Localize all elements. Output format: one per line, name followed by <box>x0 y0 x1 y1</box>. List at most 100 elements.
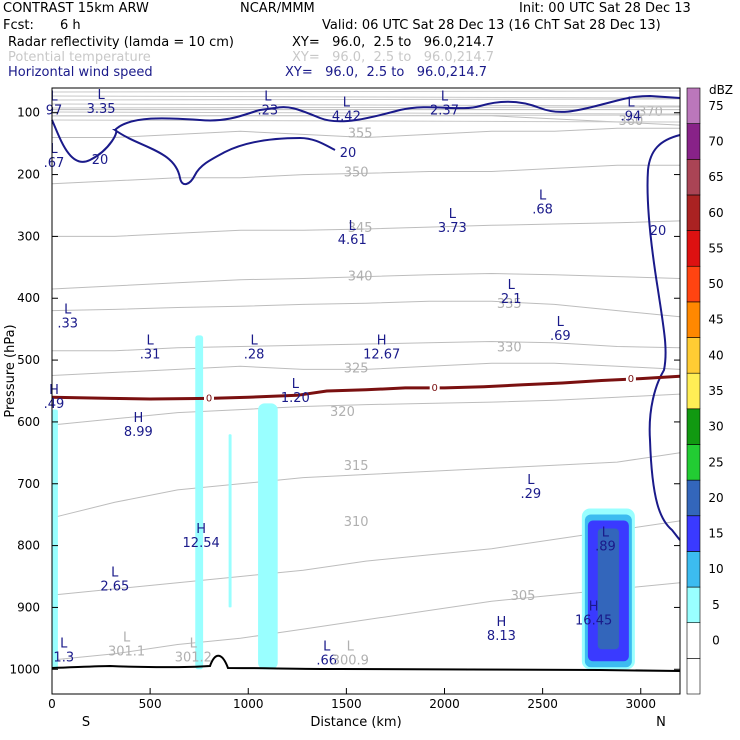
annotation-value-1: 3.35 <box>87 102 116 117</box>
colorbar-level-0: 0 <box>712 634 720 648</box>
refl-cell-outer-3 <box>258 403 278 670</box>
field-wind-xy: XY= 96.0, 2.5 to 96.0,214.7 <box>285 65 488 80</box>
theta-label-310: 310 <box>344 515 369 530</box>
annotation-value-23: 301.1 <box>108 644 145 659</box>
colorbar-segment-0 <box>686 658 701 695</box>
annotation-value-6: .67 <box>44 156 65 171</box>
theta-contour-315 <box>51 452 681 519</box>
annotation-kind-6: L <box>50 142 58 157</box>
colorbar-segment-1 <box>686 622 701 659</box>
y-tick-label-400: 400 <box>17 291 40 305</box>
theta-contour-310 <box>51 520 681 596</box>
theta-contour-345 <box>52 220 681 237</box>
theta-stratosphere-line <box>51 103 681 107</box>
theta-label-370: 370 <box>638 105 663 120</box>
colorbar-segment-11 <box>686 265 701 303</box>
freezing-label-bg <box>625 373 636 384</box>
theta-label-320: 320 <box>330 405 355 420</box>
colorbar-segment-6 <box>686 444 701 481</box>
colorbar-segment-13 <box>686 194 701 231</box>
field-theta-xy: XY= 96.0, 2.5 to 96.0,214.7 <box>292 50 495 65</box>
annotation-value-11: .33 <box>57 317 78 332</box>
annotation-value-19: .29 <box>521 487 542 502</box>
colorbar-level-15: 15 <box>708 527 723 541</box>
annotation-value-28: 8.13 <box>487 629 516 644</box>
theta-stratosphere-line <box>51 106 681 109</box>
annotation-value-24: 301.2 <box>175 651 212 666</box>
x-tick-label-2000: 2000 <box>429 697 460 711</box>
colorbar-segment-5 <box>686 479 701 517</box>
annotation-value-21: .89 <box>595 539 616 554</box>
annotation-value-15: 12.67 <box>363 348 400 363</box>
x-tick-label-3000: 3000 <box>625 697 656 711</box>
annotation-kind-7: L <box>539 188 547 203</box>
y-tick-label-600: 600 <box>17 415 40 429</box>
x-tick-label-1000: 1000 <box>233 697 264 711</box>
annotation-value-18: 8.99 <box>124 425 153 440</box>
annotation-kind-5: L <box>627 96 635 111</box>
freezing-label-bg <box>204 392 214 403</box>
y-tick-label-1000: 1000 <box>9 662 40 676</box>
wind-contours <box>51 94 681 541</box>
annotation-kind-16: H <box>49 383 59 398</box>
freezing-label-1: 0 <box>432 383 438 394</box>
annotation-value-3: 4.42 <box>332 110 361 125</box>
valid-time: Valid: 06 UTC Sat 28 Dec 13 (16 ChT Sat … <box>322 18 661 33</box>
freezing-level: 0 0 0 <box>51 373 681 404</box>
x-end-label-south: S <box>82 715 90 730</box>
colorbar-level-30: 30 <box>708 420 723 434</box>
wind-label-a: 20 <box>92 153 109 168</box>
annotation-kind-18: H <box>133 411 143 426</box>
annotation-value-9: 3.73 <box>438 221 467 236</box>
theta-label-350: 350 <box>344 165 369 180</box>
annotation-kind-29: H <box>589 600 599 615</box>
x-end-label-north: N <box>656 715 666 730</box>
freezing-label-2: 0 <box>628 374 634 385</box>
annotation-kind-15: H <box>377 334 387 349</box>
field-reflectivity-name: Radar reflectivity (lamda = 10 cm) <box>8 35 234 50</box>
freezing-label-0: 0 <box>206 393 212 404</box>
theta-label-340: 340 <box>348 269 373 284</box>
annotation-kind-12: L <box>557 315 565 330</box>
theta-label-355: 355 <box>348 127 373 142</box>
y-tick-label-100: 100 <box>17 106 40 120</box>
annotation-kind-23: L <box>123 630 131 645</box>
annotation-kind-1: L <box>97 88 105 103</box>
annotation-kind-13: L <box>147 334 155 349</box>
colorbar-level-60: 60 <box>708 206 723 220</box>
colorbar-level-45: 45 <box>708 313 723 327</box>
colorbar-segment-16 <box>686 87 701 124</box>
annotation-kind-10: L <box>508 278 516 293</box>
field-reflectivity-xy: XY= 96.0, 2.5 to 96.0,214.7 <box>292 35 495 50</box>
y-tick-label-300: 300 <box>17 229 40 243</box>
refl-cell-outer-1 <box>195 335 204 670</box>
wind-contour-east <box>646 134 681 541</box>
annotation-value-14: .28 <box>244 348 265 363</box>
annotation-kind-24: L <box>190 637 198 652</box>
fcst-label: Fcst: <box>3 18 34 33</box>
colorbar-segment-7 <box>686 408 701 445</box>
annotation-value-4: 2.37 <box>430 103 459 118</box>
theta-stratosphere-line <box>51 111 681 115</box>
org-label: NCAR/MMM <box>240 1 315 16</box>
colorbar-units: dBZ <box>709 83 733 97</box>
y-tick-label-800: 800 <box>17 539 40 553</box>
annotation-value-22: 2.65 <box>100 580 129 595</box>
model-title: CONTRAST 15km ARW <box>3 1 149 16</box>
annotation-kind-9: L <box>449 207 457 222</box>
wind-contour-upper <box>114 94 681 131</box>
annotation-value-10: 2.1 <box>501 292 522 307</box>
annotation-kind-2: L <box>264 89 272 104</box>
annotation-value-27: 300.9 <box>332 654 369 669</box>
colorbar-level-10: 10 <box>708 562 723 576</box>
theta-label-325: 325 <box>344 362 369 377</box>
init-time: Init: 00 UTC Sat 28 Dec 13 <box>519 1 691 16</box>
annotation-value-8: 4.61 <box>338 233 367 248</box>
field-wind-name: Horizontal wind speed <box>8 65 153 80</box>
annotation-value-0: 97 <box>46 103 63 118</box>
theta-stratosphere-line <box>51 95 681 99</box>
annotation-kind-26: L <box>323 640 331 655</box>
x-tick-label-2500: 2500 <box>527 697 558 711</box>
annotation-kind-22: L <box>111 566 119 581</box>
